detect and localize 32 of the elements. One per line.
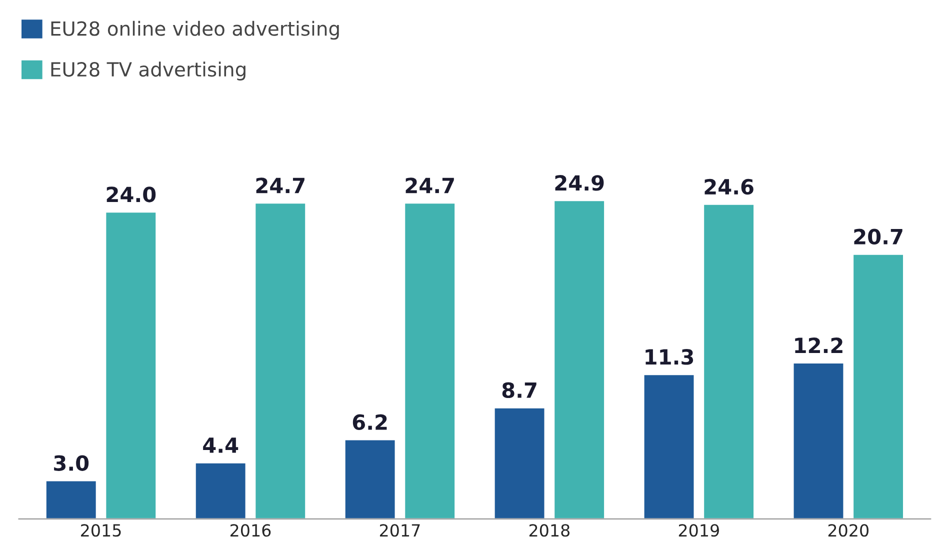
bar (45, 480, 98, 519)
bar (642, 374, 696, 519)
data-label: 24.0 (106, 186, 156, 202)
bar (404, 202, 456, 519)
legend-label: EU28 TV advertising (51, 62, 246, 80)
bar (553, 200, 606, 519)
x-tick-label: 2016 (230, 524, 271, 537)
data-label: 24.6 (704, 178, 754, 195)
bar (792, 362, 845, 519)
x-tick-label: 2017 (380, 524, 420, 537)
bar (702, 204, 755, 519)
legend-label: EU28 online video advertising (51, 20, 339, 40)
data-label: 20.7 (854, 228, 902, 245)
data-label: 8.7 (502, 382, 536, 398)
x-tick-label: 2015 (81, 524, 121, 537)
data-label: 6.2 (352, 414, 387, 430)
bar (104, 211, 158, 519)
data-label: 11.3 (646, 349, 694, 365)
x-tick-label: 2020 (828, 524, 868, 537)
data-label: 12.2 (795, 338, 842, 353)
bar (852, 253, 904, 519)
data-label: 4.4 (203, 438, 238, 453)
x-tick-label: 2019 (678, 524, 719, 537)
bar (254, 202, 306, 519)
x-tick-label: 2018 (529, 524, 570, 537)
bar (344, 438, 396, 519)
data-label: 3.0 (54, 455, 89, 471)
data-label: 24.7 (406, 178, 454, 194)
data-label: 24.9 (555, 175, 604, 191)
bar (493, 406, 546, 519)
data-label: 24.7 (256, 178, 304, 194)
bar (194, 462, 247, 519)
